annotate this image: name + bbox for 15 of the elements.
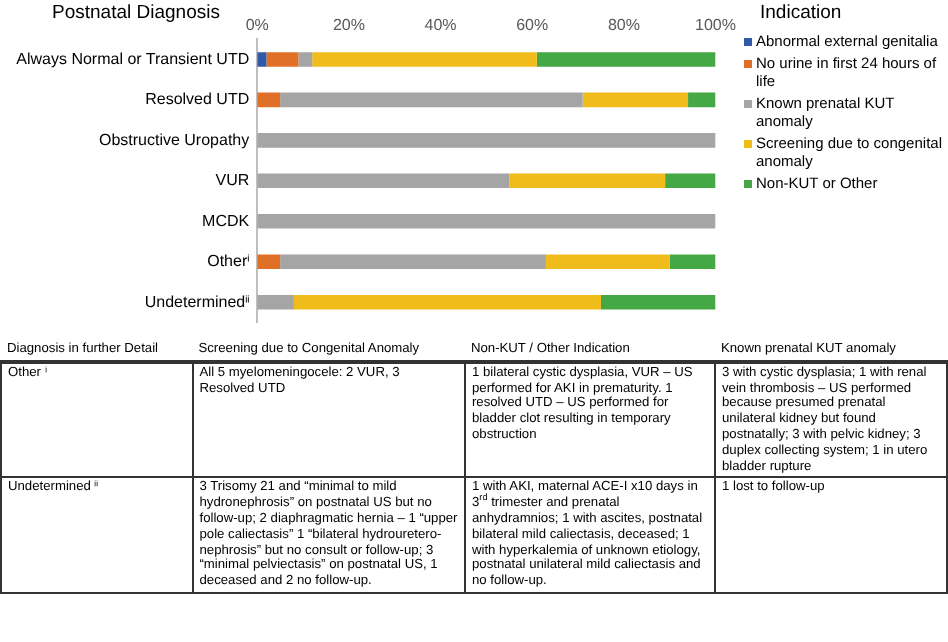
legend-title: Indication <box>760 2 844 24</box>
x-tick-label: 80% <box>607 16 640 35</box>
x-tick-label: 60% <box>516 16 549 35</box>
x-tick-label: 20% <box>332 16 365 35</box>
y-tick-label: Otherⁱ <box>207 252 250 271</box>
x-tick-label: 0% <box>245 16 269 35</box>
x-tick-label: 100% <box>695 16 737 35</box>
y-tick-label: Always Normal or Transient UTD <box>16 49 250 68</box>
y-tick-label: Resolved UTD <box>145 90 250 109</box>
y-axis-title: Postnatal Diagnosis <box>52 2 220 24</box>
y-tick-label: MCDK <box>202 211 251 230</box>
y-tick-label: Undeterminedⁱⁱ <box>144 292 250 311</box>
y-tick-label: VUR <box>215 171 250 190</box>
y-tick-label: Obstructive Uropathy <box>98 130 250 149</box>
x-tick-label: 40% <box>424 16 457 35</box>
